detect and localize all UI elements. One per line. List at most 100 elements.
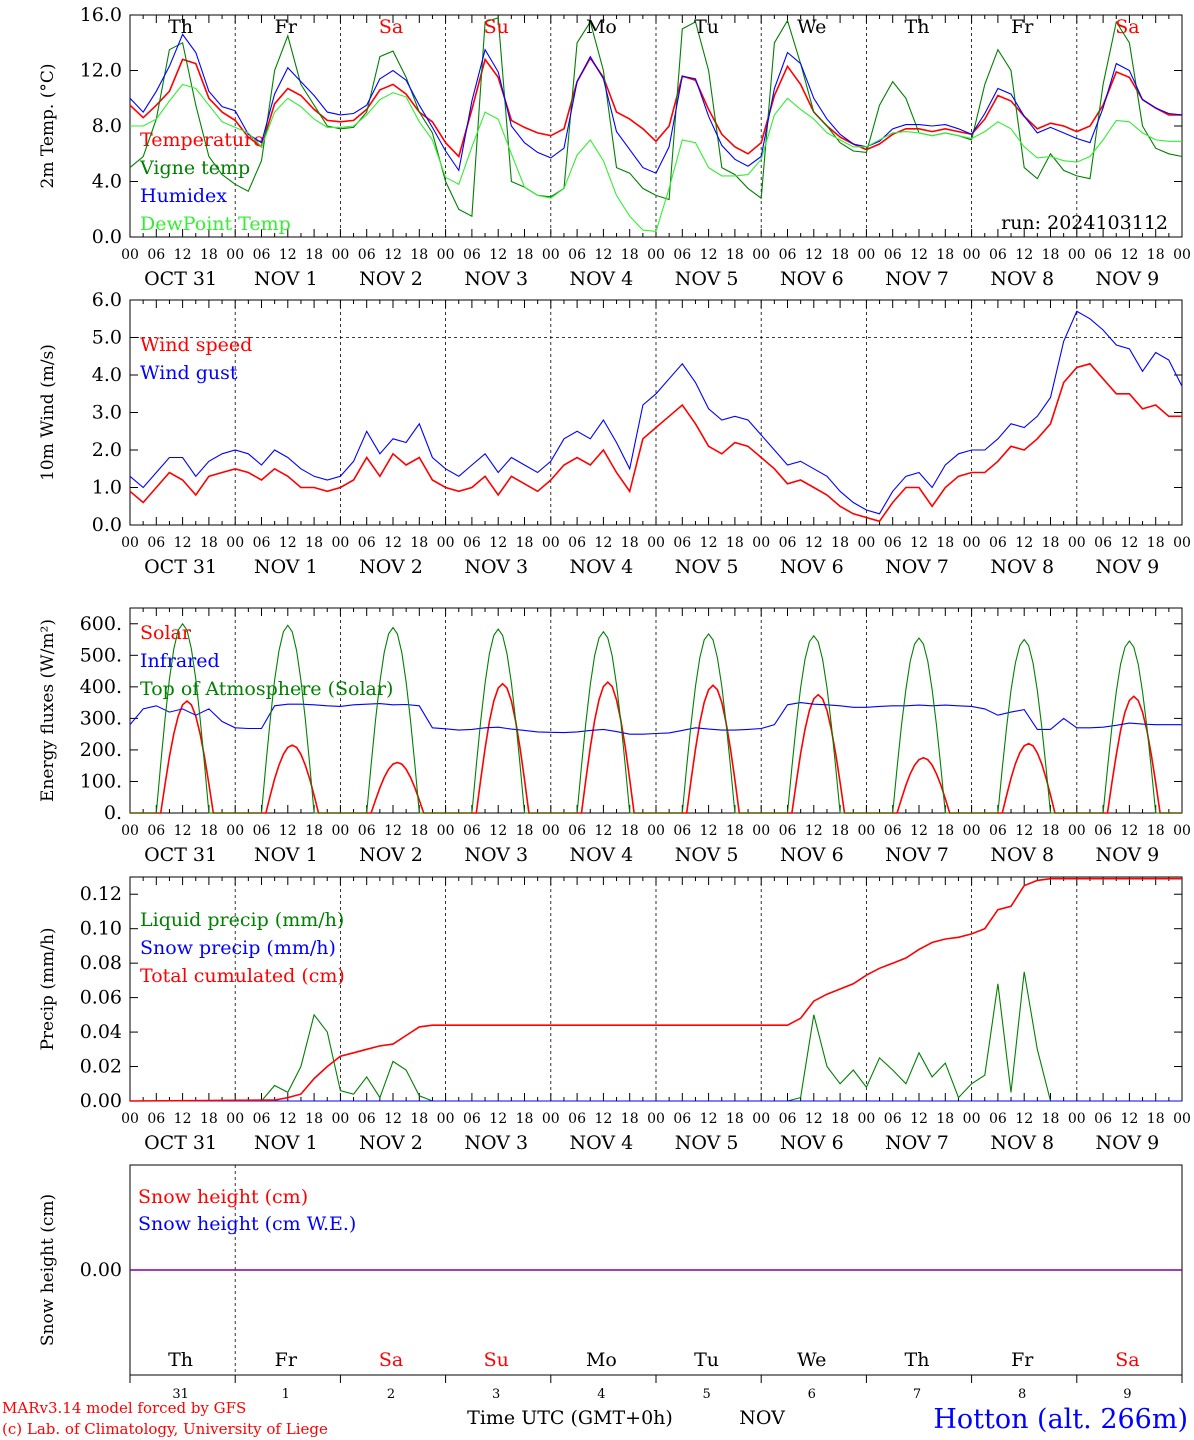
y-tick-label: 4.0: [92, 171, 122, 193]
hour-label: 00: [1173, 1111, 1191, 1127]
hour-label: 12: [1120, 247, 1138, 263]
hour-label: 18: [831, 247, 849, 263]
day-number: 5: [702, 1387, 710, 1402]
hour-label: 06: [253, 535, 271, 551]
y-tick-label: 8.0: [92, 115, 122, 137]
hour-label: 18: [621, 535, 639, 551]
date-label: NOV 6: [780, 844, 844, 866]
hour-label: 00: [963, 823, 981, 839]
date-label: NOV 3: [464, 844, 528, 866]
date-label: NOV 5: [675, 844, 739, 866]
day-number: 2: [387, 1387, 395, 1402]
hour-label: 00: [331, 1111, 349, 1127]
hour-label: 00: [331, 247, 349, 263]
y-tick-label: 0.: [104, 802, 122, 824]
hour-label: 18: [200, 247, 218, 263]
y-tick-label: 16.0: [80, 4, 122, 26]
day-name-bottom: Th: [168, 1349, 193, 1371]
hour-label: 12: [700, 247, 718, 263]
date-label: NOV 2: [359, 844, 423, 866]
hour-label: 12: [279, 823, 297, 839]
legend-entry: Vigne temp: [139, 157, 250, 179]
hour-label: 06: [463, 823, 481, 839]
hour-label: 18: [1147, 247, 1165, 263]
legend-entry: Snow precip (mm/h): [140, 937, 336, 959]
hour-label: 00: [331, 823, 349, 839]
y-axis-label: Energy fluxes (W/m²): [38, 619, 58, 802]
series-dewpoint-temp: [130, 83, 1182, 232]
hour-label: 00: [226, 823, 244, 839]
hour-label: 12: [174, 535, 192, 551]
hour-label: 06: [989, 535, 1007, 551]
series-wind-gust: [129, 310, 1183, 515]
series-infrared: [129, 702, 1182, 735]
hour-label: 06: [358, 247, 376, 263]
hour-label: 06: [673, 823, 691, 839]
hour-label: 06: [568, 535, 586, 551]
date-label: NOV 4: [570, 268, 634, 290]
hour-label: 12: [279, 247, 297, 263]
date-label: NOV 7: [885, 268, 949, 290]
hour-label: 00: [121, 247, 139, 263]
legend-entry: Total cumulated (cm): [140, 965, 345, 987]
y-tick-label: 0.00: [80, 1090, 122, 1112]
hour-label: 06: [673, 247, 691, 263]
hour-label: 18: [831, 535, 849, 551]
legend-entry: Snow height (cm W.E.): [138, 1213, 356, 1235]
hour-label: 00: [752, 823, 770, 839]
hour-label: 18: [726, 823, 744, 839]
date-label: NOV 1: [254, 556, 318, 578]
day-number: 1: [282, 1387, 290, 1402]
date-label: NOV 6: [780, 556, 844, 578]
legend-entry: Wind gust: [140, 362, 238, 384]
date-label: OCT 31: [144, 1132, 217, 1154]
hour-label: 12: [174, 823, 192, 839]
hour-label: 00: [437, 823, 455, 839]
hour-label: 18: [516, 823, 534, 839]
credit-line-2: (c) Lab. of Climatology, University of L…: [2, 1420, 328, 1438]
hour-label: 12: [805, 535, 823, 551]
hour-label: 12: [489, 247, 507, 263]
hour-label: 00: [437, 535, 455, 551]
hour-label: 00: [437, 1111, 455, 1127]
panel-snow: 0.00 Snow height (cm) Snow height (cm) Snow…: [38, 1164, 1183, 1376]
hour-label: 12: [700, 823, 718, 839]
hour-label: 00: [437, 247, 455, 263]
hour-label: 18: [621, 1111, 639, 1127]
hour-label: 00: [226, 247, 244, 263]
hour-label: 12: [594, 823, 612, 839]
y-tick-label: 0.0: [92, 514, 122, 536]
credit-line-1: MARv3.14 model forced by GFS: [2, 1399, 246, 1417]
y-tick-label: 600.: [80, 613, 122, 635]
hour-label: 06: [884, 535, 902, 551]
hour-label: 12: [700, 1111, 718, 1127]
hour-label: 18: [936, 535, 954, 551]
date-label: NOV 9: [1096, 844, 1160, 866]
day-name-top: Th: [905, 16, 930, 38]
date-label: NOV 8: [990, 556, 1054, 578]
y-tick-label: 0.0: [92, 226, 122, 248]
hour-label: 18: [200, 823, 218, 839]
y-axis-label: 2m Temp. (°C): [38, 63, 58, 188]
series-temperature: [129, 56, 1182, 159]
date-label: NOV 3: [464, 556, 528, 578]
hour-label: 18: [410, 1111, 428, 1127]
day-name-top: Th: [168, 16, 193, 38]
hour-label: 18: [1147, 823, 1165, 839]
date-label: NOV 6: [780, 268, 844, 290]
station-label: Hotton (alt. 266m): [933, 1404, 1188, 1435]
day-name-top: We: [797, 16, 826, 38]
hour-label: 00: [121, 535, 139, 551]
hour-label: 18: [936, 247, 954, 263]
y-tick-label: 3.0: [92, 402, 122, 424]
hour-label: 12: [1120, 823, 1138, 839]
hour-label: 00: [1173, 535, 1191, 551]
date-label: NOV 4: [570, 844, 634, 866]
hour-label: 00: [963, 247, 981, 263]
hour-label: 12: [594, 1111, 612, 1127]
date-label: NOV 9: [1096, 556, 1160, 578]
hour-label: 18: [305, 247, 323, 263]
date-label: NOV 7: [885, 1132, 949, 1154]
date-label: NOV 5: [675, 556, 739, 578]
